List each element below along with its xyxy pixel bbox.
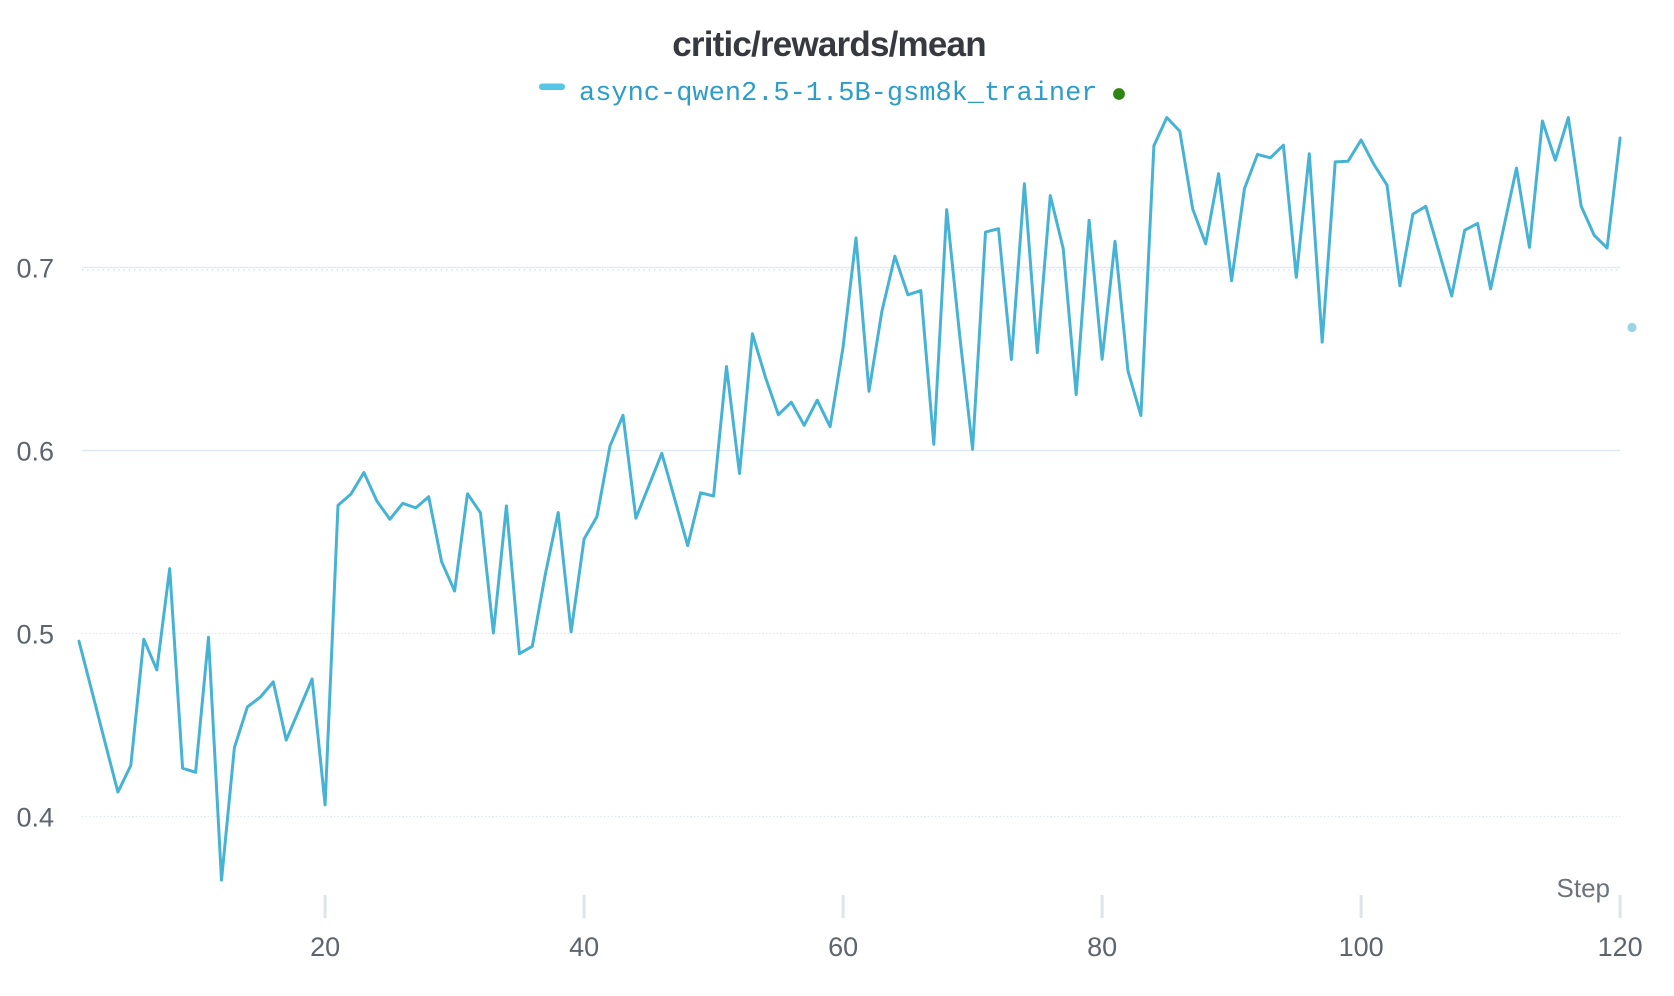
svg-text:0.7: 0.7 (16, 254, 54, 284)
svg-text:async-qwen2.5-1.5B-gsm8k_train: async-qwen2.5-1.5B-gsm8k_trainer (579, 79, 1097, 109)
svg-text:100: 100 (1339, 932, 1384, 962)
svg-text:critic/rewards/mean: critic/rewards/mean (672, 25, 986, 64)
svg-text:60: 60 (828, 932, 858, 962)
svg-text:0.4: 0.4 (16, 803, 54, 833)
svg-text:20: 20 (310, 932, 340, 962)
svg-text:0.6: 0.6 (16, 437, 54, 467)
svg-text:0.5: 0.5 (16, 620, 54, 650)
svg-text:80: 80 (1087, 932, 1117, 962)
svg-text:40: 40 (569, 932, 599, 962)
svg-text:Step: Step (1557, 873, 1611, 903)
svg-text:120: 120 (1598, 932, 1643, 962)
